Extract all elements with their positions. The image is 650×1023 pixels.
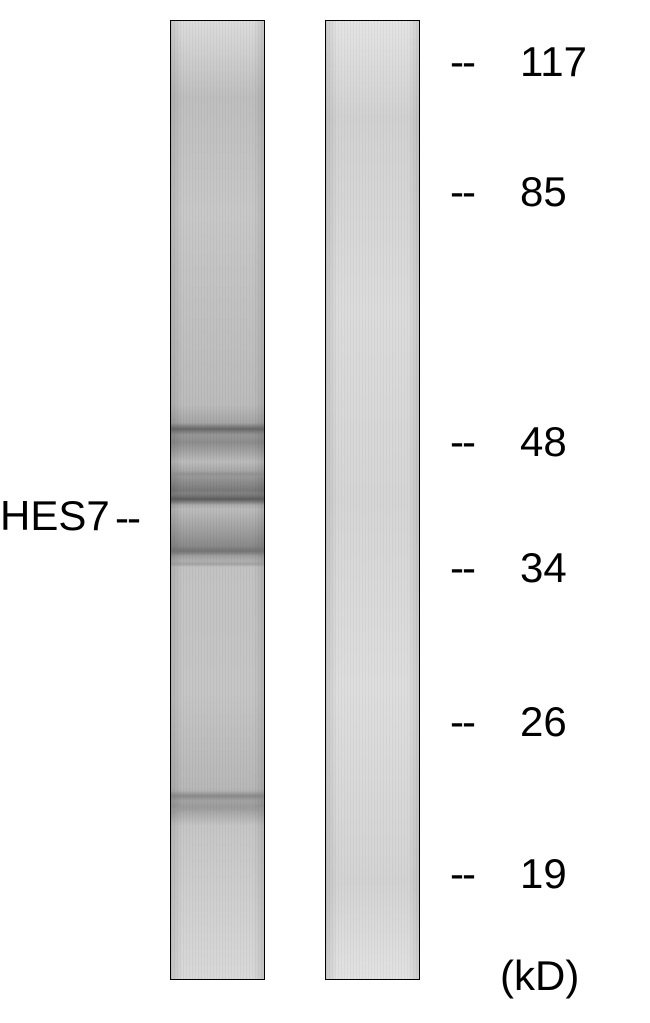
marker-label: 26 xyxy=(520,698,567,746)
marker-tick: -- xyxy=(450,168,474,216)
blot-lane-2 xyxy=(325,20,420,980)
marker-label: 85 xyxy=(520,168,567,216)
blot-lane-1 xyxy=(170,20,265,980)
blot-band xyxy=(171,561,264,567)
marker-tick: -- xyxy=(450,698,474,746)
marker-label: 19 xyxy=(520,850,567,898)
blot-band xyxy=(171,471,264,477)
blot-band xyxy=(171,423,264,435)
unit-label: (kD) xyxy=(500,952,579,1000)
marker-tick: -- xyxy=(450,850,474,898)
marker-tick: -- xyxy=(450,38,474,86)
marker-label: 48 xyxy=(520,418,567,466)
protein-label: HES7 xyxy=(0,492,110,540)
blot-band xyxy=(171,806,264,812)
lane-edge-shade xyxy=(326,21,419,979)
western-blot-figure: HES7 -- -- 117 -- 85 -- 48 -- 34 -- 26 -- 19 (kD) xyxy=(0,0,650,1023)
protein-label-tick: -- xyxy=(115,494,139,542)
blot-band xyxy=(171,791,264,801)
marker-tick: -- xyxy=(450,544,474,592)
marker-tick: -- xyxy=(450,418,474,466)
blot-band xyxy=(171,493,264,505)
marker-label: 34 xyxy=(520,544,567,592)
marker-label: 117 xyxy=(520,38,587,86)
blot-band xyxy=(171,546,264,556)
